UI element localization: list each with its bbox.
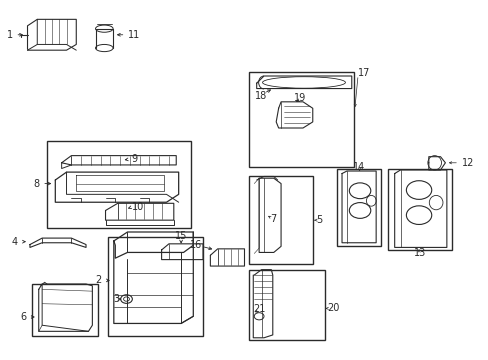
Bar — [249, 72, 353, 167]
Text: 19: 19 — [294, 93, 306, 103]
Bar — [47, 140, 190, 228]
Text: 6: 6 — [20, 312, 26, 322]
Text: 3: 3 — [113, 294, 120, 304]
Text: 9: 9 — [131, 154, 137, 164]
Text: 2: 2 — [95, 275, 102, 285]
Bar — [249, 270, 325, 339]
Text: 14: 14 — [353, 162, 365, 172]
Text: 17: 17 — [357, 68, 369, 78]
Text: 1: 1 — [7, 30, 14, 40]
Text: 18: 18 — [254, 91, 266, 101]
Text: 12: 12 — [461, 158, 473, 168]
Text: 11: 11 — [127, 30, 140, 40]
Bar — [249, 176, 312, 264]
Text: 10: 10 — [132, 202, 144, 212]
Text: 4: 4 — [12, 237, 18, 247]
Text: 16: 16 — [189, 240, 202, 250]
Bar — [108, 237, 203, 336]
Bar — [387, 169, 451, 250]
Bar — [32, 284, 98, 336]
Text: 5: 5 — [316, 215, 322, 225]
Text: 8: 8 — [34, 179, 40, 189]
Bar — [336, 169, 380, 246]
Text: 21: 21 — [253, 304, 265, 314]
Text: 7: 7 — [270, 215, 276, 224]
Text: 15: 15 — [175, 231, 187, 240]
Text: 20: 20 — [327, 303, 339, 314]
Text: 13: 13 — [413, 248, 426, 258]
